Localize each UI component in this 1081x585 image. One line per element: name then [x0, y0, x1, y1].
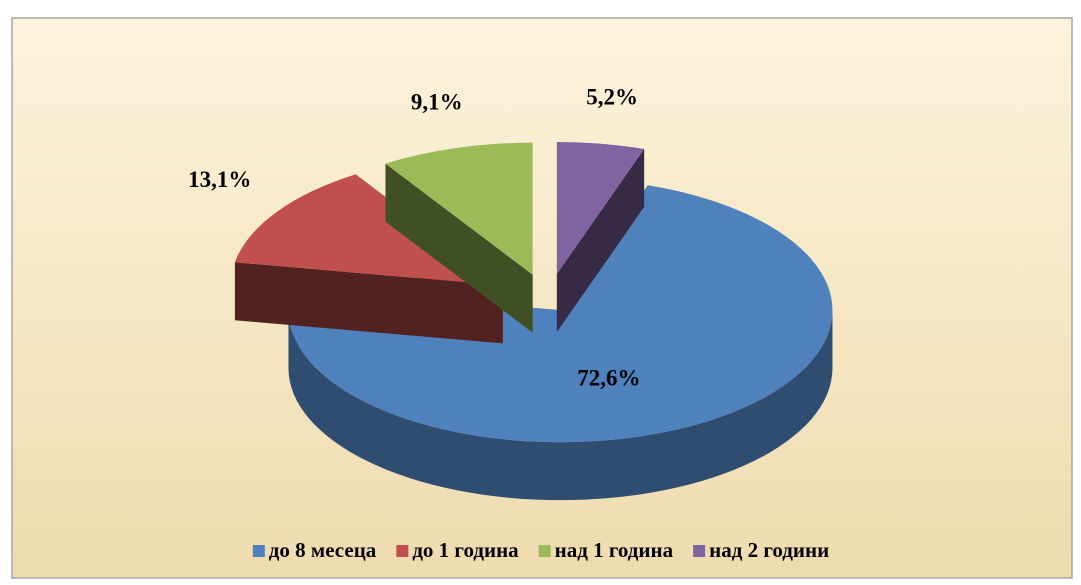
data-label: 5,2%	[586, 84, 638, 109]
legend-swatch	[396, 545, 409, 557]
slice	[556, 141, 645, 274]
legend-label: до 1 година	[412, 538, 519, 562]
legend-swatch	[693, 545, 706, 557]
legend-label: над 1 година	[555, 538, 674, 562]
slice	[556, 141, 645, 332]
legend-label: над 2 години	[709, 538, 829, 562]
pie: 72,6% 13,1% 9,1% 5,2%	[188, 84, 833, 501]
legend-label: до 8 месеца	[269, 538, 377, 562]
slice-side	[288, 310, 833, 501]
slice	[385, 142, 533, 333]
slice	[385, 142, 533, 275]
legend-swatch	[538, 545, 551, 557]
data-label: 72,6%	[577, 365, 640, 390]
legend: до 8 месеца до 1 година над 1 година над 2 …	[252, 538, 829, 562]
data-label: 9,1%	[411, 90, 463, 115]
legend-swatch	[252, 545, 265, 557]
data-label: 13,1%	[188, 167, 251, 192]
slice-side	[556, 148, 645, 332]
slice-side	[385, 163, 533, 333]
